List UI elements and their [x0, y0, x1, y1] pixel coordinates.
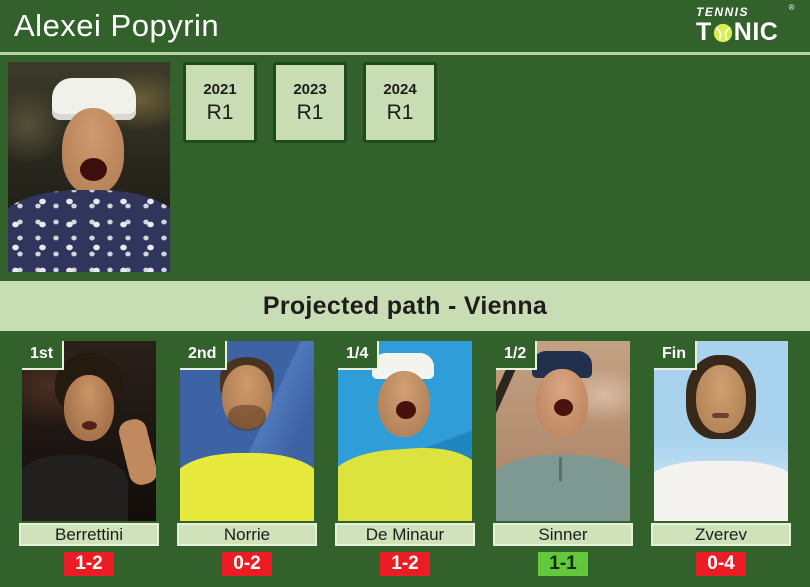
registered-mark: ® [788, 3, 796, 12]
opponent-card-sinner[interactable]: 1/2 Sinner 1-1 [493, 341, 633, 576]
logo-tennis-word: TENNIS ® [696, 3, 796, 19]
player-photo-berrettini: 1st [22, 341, 156, 521]
opponent-name: Zverev [651, 523, 791, 546]
head-to-head-record: 1-1 [538, 552, 588, 576]
header-bar: Alexei Popyrin [0, 0, 810, 55]
logo-tonic-rest: NIC [733, 18, 779, 46]
shirt-shape [338, 443, 472, 521]
result-year: 2021 [203, 80, 237, 98]
section-title: Projected path - Vienna [262, 291, 548, 320]
round-badge: 2nd [180, 341, 228, 370]
head-shape [696, 365, 746, 433]
round-badge: 1/2 [496, 341, 538, 370]
head-to-head-record: 0-2 [222, 552, 272, 576]
shirt-shape [654, 461, 788, 521]
past-result-2023: 2023 R1 [273, 62, 347, 143]
opponent-name: Norrie [177, 523, 317, 546]
player-photo-zverev: Fin [654, 341, 788, 521]
past-result-2021: 2021 R1 [183, 62, 257, 143]
mouth-shape [80, 158, 107, 181]
head-to-head-record: 1-2 [380, 552, 430, 576]
shirt-shape [8, 190, 170, 272]
opponent-card-norrie[interactable]: 2nd Norrie 0-2 [177, 341, 317, 576]
result-round: R1 [296, 100, 324, 124]
opponent-name: De Minaur [335, 523, 475, 546]
result-year: 2023 [293, 80, 327, 98]
opponent-name: Sinner [493, 523, 633, 546]
round-badge: 1st [22, 341, 65, 370]
opponent-name: Berrettini [19, 523, 159, 546]
mouth-shape [396, 401, 416, 419]
shirt-shape [180, 453, 314, 521]
head-to-head-record: 1-2 [64, 552, 114, 576]
shirt-shape [496, 455, 630, 521]
logo-tonic-t: T [696, 18, 712, 46]
round-badge: Fin [654, 341, 697, 370]
page-title: Alexei Popyrin [14, 8, 220, 43]
head-to-head-record: 0-4 [696, 552, 746, 576]
round-badge: 1/4 [338, 341, 380, 370]
zip-shape [559, 457, 562, 481]
head-shape [62, 108, 124, 194]
result-round: R1 [386, 100, 414, 124]
shirt-shape [22, 455, 128, 521]
player-photo-de-minaur: 1/4 [338, 341, 472, 521]
mouth-shape [554, 399, 573, 416]
result-round: R1 [206, 100, 234, 124]
logo-tennis-text: TENNIS [696, 5, 750, 19]
past-result-2024: 2024 R1 [363, 62, 437, 143]
player-photo-sinner: 1/2 [496, 341, 630, 521]
section-band: Projected path - Vienna [0, 281, 810, 331]
opponent-card-zverev[interactable]: Fin Zverev 0-4 [651, 341, 791, 576]
player-photo-popyrin [8, 62, 170, 272]
head-shape [64, 375, 114, 441]
opponent-card-de-minaur[interactable]: 1/4 De Minaur 1-2 [335, 341, 475, 576]
projected-path-row: 1st Berrettini 1-2 2nd Norrie 0-2 [0, 341, 810, 576]
logo-tonic-word: T NIC [696, 20, 796, 45]
tennis-tonic-logo[interactable]: TENNIS ® T NIC [696, 3, 796, 45]
tennis-ball-icon [713, 23, 733, 43]
beard-shape [228, 405, 266, 431]
result-year: 2024 [383, 80, 417, 98]
mouth-shape [712, 413, 729, 418]
past-results-row: 2021 R1 2023 R1 2024 R1 [183, 62, 437, 143]
opponent-card-berrettini[interactable]: 1st Berrettini 1-2 [19, 341, 159, 576]
player-photo-norrie: 2nd [180, 341, 314, 521]
mouth-shape [82, 421, 97, 430]
